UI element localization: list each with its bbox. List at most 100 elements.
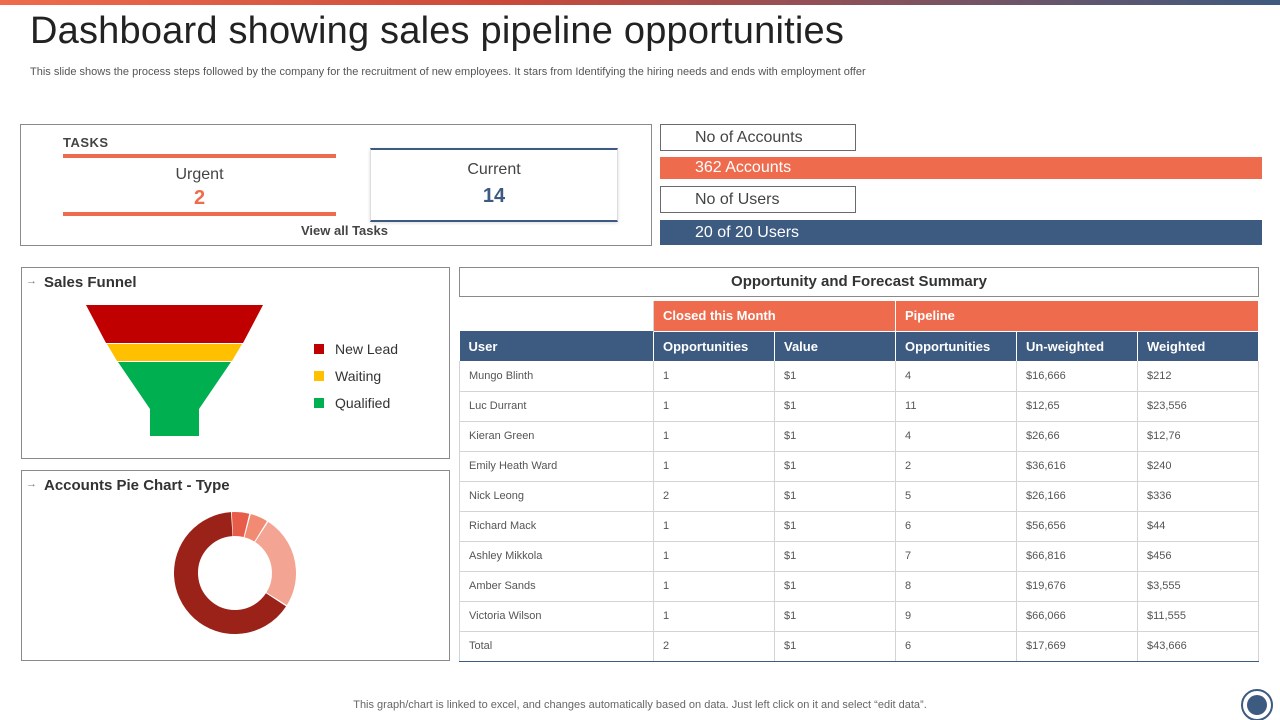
- table-body: Mungo Blinth 1 $1 4 $16,666 $212 Luc Durrant 1 $…: [459, 361, 1260, 662]
- table-cell: Luc Durrant: [459, 391, 654, 422]
- accounts-donut-chart: [174, 512, 296, 634]
- column-header[interactable]: Opportunities: [653, 331, 775, 361]
- table-cell: $16,666: [1016, 361, 1139, 392]
- funnel-segment-waiting: [107, 344, 242, 361]
- table-cell: $336: [1137, 481, 1260, 512]
- table-cell: $44: [1137, 511, 1260, 542]
- table-cell: Amber Sands: [459, 571, 654, 602]
- funnel-segment-new-lead: [86, 305, 263, 343]
- table-cell: $1: [774, 601, 897, 632]
- table-cell: $17,669: [1016, 631, 1139, 662]
- legend-item: New Lead: [314, 335, 398, 362]
- table-cell: Emily Heath Ward: [459, 451, 654, 482]
- legend-label: Waiting: [335, 367, 382, 384]
- table-cell: 1: [653, 541, 775, 572]
- column-header[interactable]: User: [459, 331, 654, 361]
- footer-note: This graph/chart is linked to excel, and…: [353, 699, 927, 711]
- summary-title: Opportunity and Forecast Summary: [459, 267, 1259, 297]
- arrow-icon: →: [26, 275, 37, 287]
- table-row[interactable]: Victoria Wilson 1 $1 9 $66,066 $11,555: [459, 601, 1260, 632]
- table-cell: 6: [895, 631, 1018, 662]
- table-cell: $66,816: [1016, 541, 1139, 572]
- table-cell: Ashley Mikkola: [459, 541, 654, 572]
- donut-slice: [174, 512, 296, 634]
- urgent-count: 2: [193, 187, 206, 209]
- users-value-bar: 20 of 20 Users: [660, 220, 1262, 245]
- table-cell: 4: [895, 361, 1018, 392]
- users-label-box: No of Users: [660, 186, 856, 213]
- table-cell: 1: [653, 601, 775, 632]
- table-cell: 7: [895, 541, 1018, 572]
- group-spacer: [459, 301, 654, 331]
- table-cell: 11: [895, 391, 1018, 422]
- sales-funnel-title: Sales Funnel: [44, 274, 137, 291]
- funnel-chart: [86, 305, 263, 436]
- table-row[interactable]: Luc Durrant 1 $1 11 $12,65 $23,556: [459, 391, 1260, 422]
- table-cell: $1: [774, 631, 897, 662]
- table-cell: $23,556: [1137, 391, 1260, 422]
- table-cell: Total: [459, 631, 654, 662]
- table-cell: 2: [653, 481, 775, 512]
- table-cell: $19,676: [1016, 571, 1139, 602]
- donut-slice: [174, 512, 296, 634]
- accounts-pie-title: Accounts Pie Chart - Type: [44, 477, 230, 494]
- table-cell: 1: [653, 571, 775, 602]
- current-count: 14: [482, 185, 506, 207]
- tasks-label: TASKS: [63, 135, 109, 150]
- table-cell: $456: [1137, 541, 1260, 572]
- corner-logo-icon: [1241, 689, 1273, 720]
- table-cell: $1: [774, 451, 897, 482]
- table-cell: $12,76: [1137, 421, 1260, 452]
- table-cell: $1: [774, 571, 897, 602]
- urgent-tasks-card[interactable]: Urgent 2: [63, 154, 336, 216]
- table-cell: $212: [1137, 361, 1260, 392]
- table-cell: 1: [653, 421, 775, 452]
- table-row[interactable]: Kieran Green 1 $1 4 $26,66 $12,76: [459, 421, 1260, 452]
- table-cell: $43,666: [1137, 631, 1260, 662]
- table-cell: Richard Mack: [459, 511, 654, 542]
- tasks-panel: TASKS Urgent 2 Current 14 View all Tasks: [20, 124, 652, 246]
- table-cell: Kieran Green: [459, 421, 654, 452]
- table-group-row: Closed this Month Pipeline: [459, 301, 1260, 332]
- column-header[interactable]: Opportunities: [895, 331, 1018, 361]
- table-row[interactable]: Ashley Mikkola 1 $1 7 $66,816 $456: [459, 541, 1260, 572]
- table-cell: Victoria Wilson: [459, 601, 654, 632]
- column-header[interactable]: Un-weighted: [1016, 331, 1139, 361]
- table-cell: $26,66: [1016, 421, 1139, 452]
- table-cell: $12,65: [1016, 391, 1139, 422]
- arrow-icon: →: [26, 478, 37, 490]
- urgent-label: Urgent: [175, 166, 224, 183]
- table-cell: $1: [774, 421, 897, 452]
- table-cell: Nick Leong: [459, 481, 654, 512]
- table-cell: 2: [653, 631, 775, 662]
- table-row[interactable]: Emily Heath Ward 1 $1 2 $36,616 $240: [459, 451, 1260, 482]
- table-cell: $1: [774, 511, 897, 542]
- table-cell: $1: [774, 541, 897, 572]
- current-tasks-card[interactable]: Current 14: [370, 148, 618, 222]
- forecast-table: Closed this Month Pipeline User Opportun…: [459, 301, 1260, 662]
- page-subtitle: This slide shows the process steps follo…: [30, 66, 866, 78]
- table-row[interactable]: Mungo Blinth 1 $1 4 $16,666 $212: [459, 361, 1260, 392]
- legend-item: Qualified: [314, 389, 398, 416]
- column-header[interactable]: Weighted: [1137, 331, 1260, 361]
- group-closed-this-month: Closed this Month: [653, 301, 897, 332]
- legend-swatch: [314, 370, 324, 381]
- table-cell: $56,656: [1016, 511, 1139, 542]
- table-cell: 6: [895, 511, 1018, 542]
- table-row[interactable]: Nick Leong 2 $1 5 $26,166 $336: [459, 481, 1260, 512]
- legend-label: New Lead: [335, 340, 399, 357]
- legend-label: Qualified: [335, 394, 391, 411]
- sales-funnel-panel: → Sales Funnel New Lead Waiting Qualifie…: [21, 267, 450, 459]
- table-cell: $1: [774, 481, 897, 512]
- funnel-legend: New Lead Waiting Qualified: [314, 335, 398, 416]
- table-row[interactable]: Amber Sands 1 $1 8 $19,676 $3,555: [459, 571, 1260, 602]
- current-label: Current: [467, 161, 521, 178]
- funnel-segment-qualified: [118, 362, 231, 436]
- legend-item: Waiting: [314, 362, 398, 389]
- table-cell: 1: [653, 361, 775, 392]
- column-header[interactable]: Value: [774, 331, 897, 361]
- table-total-row[interactable]: Total 2 $1 6 $17,669 $43,666: [459, 631, 1260, 662]
- table-cell: Mungo Blinth: [459, 361, 654, 392]
- view-all-tasks-link[interactable]: View all Tasks: [301, 223, 388, 238]
- table-row[interactable]: Richard Mack 1 $1 6 $56,656 $44: [459, 511, 1260, 542]
